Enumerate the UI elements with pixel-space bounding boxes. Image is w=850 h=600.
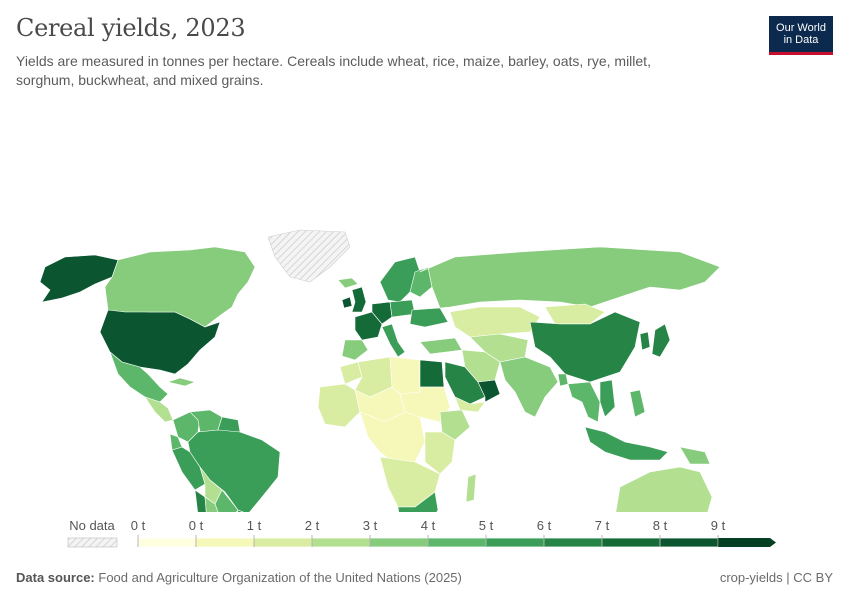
- legend-bin-7: [543, 537, 603, 548]
- region-ukraine[interactable]: [409, 307, 449, 328]
- legend-tick-label: 7 t: [595, 518, 610, 533]
- legend-tick-label: 8 t: [653, 518, 668, 533]
- legend-tick-label: 1 t: [247, 518, 262, 533]
- legend-bin-6: [485, 537, 545, 548]
- legend-tick-label: 5 t: [479, 518, 494, 533]
- region-turkey[interactable]: [419, 337, 463, 355]
- color-legend: No data 0 t 0 t 1 t 2 t 3 t 4 t 5 t 6 t 7 t 8 t 9 …: [67, 518, 776, 548]
- region-japan[interactable]: [651, 323, 671, 358]
- data-source: Data source: Food and Agriculture Organi…: [16, 570, 462, 585]
- region-argentina[interactable]: [204, 496, 234, 512]
- region-cuba[interactable]: [167, 377, 196, 387]
- region-bangladesh[interactable]: [557, 373, 569, 387]
- region-west-africa[interactable]: [317, 383, 361, 428]
- chart-id-license[interactable]: crop-yields | CC BY: [719, 570, 833, 585]
- region-ireland[interactable]: [341, 296, 353, 309]
- region-finland[interactable]: [409, 266, 433, 298]
- region-east-africa[interactable]: [424, 431, 456, 475]
- region-mongolia[interactable]: [544, 303, 606, 325]
- region-alaska[interactable]: [39, 254, 119, 303]
- region-united-kingdom[interactable]: [351, 286, 367, 313]
- region-greenland[interactable]: [267, 229, 351, 283]
- legend-bin-2: [253, 537, 313, 548]
- legend-tick-label: 3 t: [363, 518, 378, 533]
- region-philippines[interactable]: [629, 389, 646, 418]
- legend-no-data-swatch: [67, 537, 118, 548]
- region-indonesia[interactable]: [584, 426, 669, 461]
- legend-bin-1: [195, 537, 255, 548]
- legend-bin-0: [137, 537, 197, 548]
- region-italy[interactable]: [381, 323, 406, 358]
- owid-logo[interactable]: Our World in Data: [769, 16, 833, 55]
- region-vietnam[interactable]: [599, 379, 616, 418]
- region-madagascar[interactable]: [465, 473, 477, 503]
- region-libya[interactable]: [389, 356, 421, 395]
- region-kazakhstan[interactable]: [449, 306, 541, 338]
- region-australia[interactable]: [615, 466, 713, 512]
- legend-bin-4: [369, 537, 429, 548]
- legend-bin-3: [311, 537, 371, 548]
- legend-tick-label: 0 t: [189, 518, 204, 533]
- region-oman[interactable]: [477, 379, 501, 403]
- region-korea[interactable]: [639, 331, 651, 351]
- legend-tick-label: 6 t: [537, 518, 552, 533]
- logo-line-1: Our World: [776, 22, 826, 34]
- legend-tick-label: 2 t: [305, 518, 320, 533]
- legend-bin-open-end: [718, 538, 776, 547]
- legend-tick-label: 4 t: [421, 518, 436, 533]
- region-south-africa[interactable]: [397, 491, 439, 512]
- legend-bin-9: [659, 537, 719, 548]
- region-spain[interactable]: [341, 339, 369, 361]
- region-paraguay[interactable]: [214, 489, 239, 512]
- region-russia[interactable]: [419, 246, 721, 309]
- region-central-africa[interactable]: [359, 411, 426, 465]
- region-india[interactable]: [499, 356, 559, 418]
- region-papua-new-guinea[interactable]: [679, 446, 711, 465]
- chart-subtitle: Yields are measured in tonnes per hectar…: [16, 53, 651, 88]
- region-saudi-arabia[interactable]: [444, 361, 486, 405]
- source-label: Data source:: [16, 570, 95, 585]
- region-southeast-asia[interactable]: [567, 381, 601, 423]
- legend-bin-8: [601, 537, 661, 548]
- region-brazil[interactable]: [187, 429, 281, 512]
- region-yemen[interactable]: [454, 396, 486, 413]
- chart-title: Cereal yields, 2023: [16, 14, 246, 42]
- legend-no-data-label: No data: [69, 518, 115, 533]
- region-canada[interactable]: [104, 246, 256, 328]
- logo-line-2: in Data: [783, 34, 819, 46]
- region-egypt[interactable]: [419, 359, 445, 388]
- legend-bin-5: [427, 537, 487, 548]
- region-iceland[interactable]: [337, 277, 359, 289]
- region-ecuador[interactable]: [169, 433, 183, 451]
- region-germany[interactable]: [371, 301, 393, 325]
- source-text: Food and Agriculture Organization of the…: [98, 570, 462, 585]
- legend-tick-label: 9 t: [711, 518, 726, 533]
- region-uruguay[interactable]: [234, 509, 248, 512]
- legend-tick-label: 0 t: [131, 518, 146, 533]
- region-mexico[interactable]: [109, 351, 169, 403]
- world-map[interactable]: [0, 112, 850, 512]
- region-ethiopia[interactable]: [439, 409, 471, 441]
- region-china[interactable]: [529, 311, 641, 383]
